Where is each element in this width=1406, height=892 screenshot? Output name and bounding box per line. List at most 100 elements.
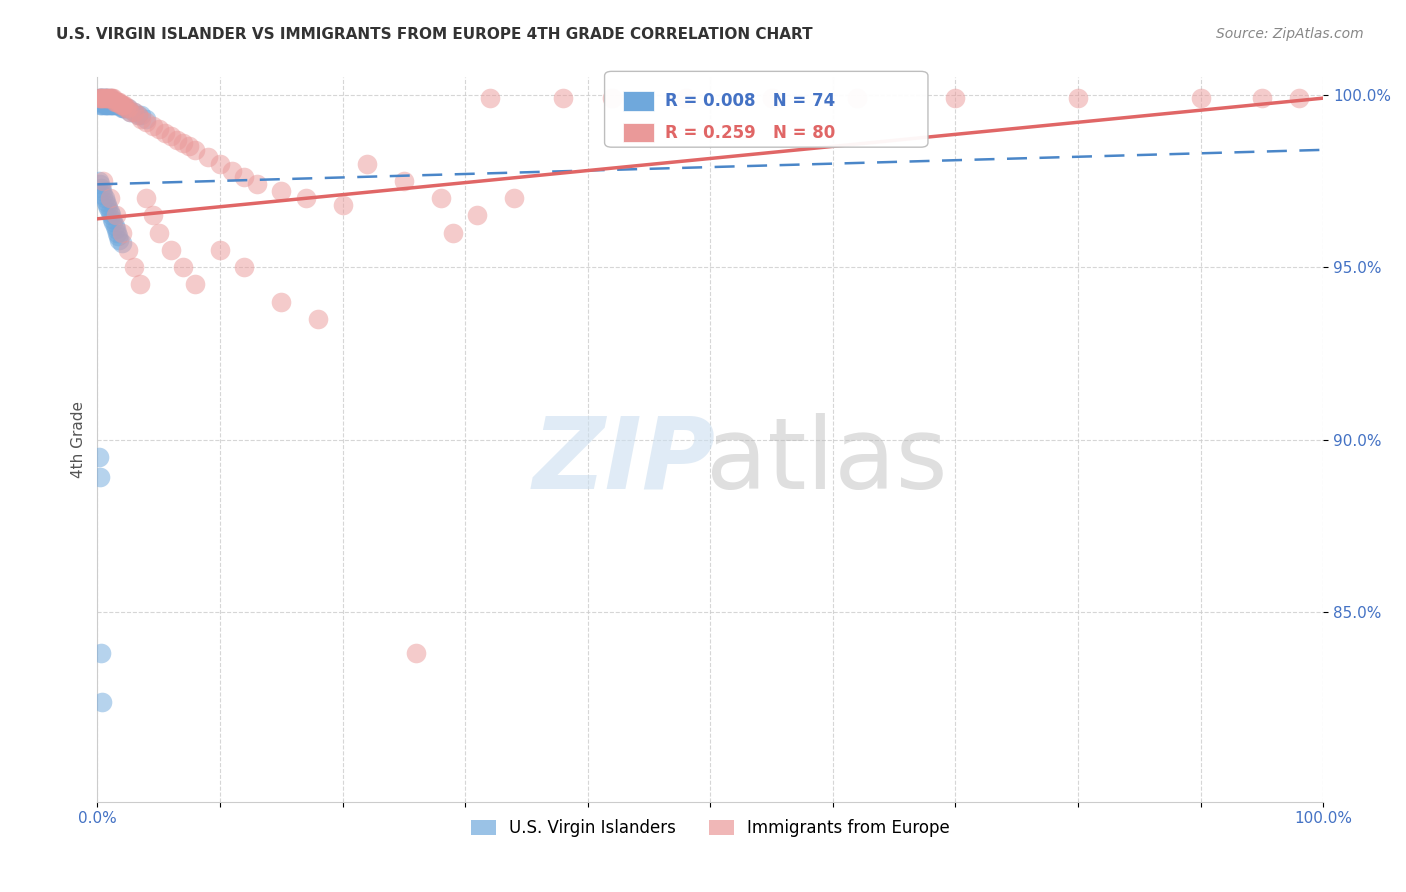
Point <box>160 129 183 144</box>
Point <box>101 95 124 109</box>
Point <box>107 95 129 109</box>
Point <box>131 112 153 126</box>
Point <box>87 91 110 105</box>
Point <box>429 191 451 205</box>
Point <box>600 91 623 105</box>
Point <box>98 98 121 112</box>
Point <box>127 108 149 122</box>
Point <box>112 102 135 116</box>
Point <box>1067 91 1090 105</box>
Point <box>122 260 145 274</box>
Point <box>392 174 415 188</box>
Point <box>108 95 131 109</box>
Point <box>100 95 122 109</box>
Point <box>141 208 163 222</box>
Point <box>221 163 243 178</box>
Point <box>94 194 117 209</box>
Point <box>307 311 329 326</box>
Point <box>111 235 134 250</box>
Point <box>148 122 170 136</box>
Point <box>148 226 170 240</box>
Point <box>117 243 139 257</box>
Text: R = 0.259   N = 80: R = 0.259 N = 80 <box>665 124 835 142</box>
Point <box>103 91 125 105</box>
Point <box>93 91 115 105</box>
Point <box>97 98 120 112</box>
Y-axis label: 4th Grade: 4th Grade <box>72 401 86 478</box>
Point <box>90 91 112 105</box>
Point <box>108 98 131 112</box>
Point <box>91 184 114 198</box>
Text: R = 0.008   N = 74: R = 0.008 N = 74 <box>665 92 835 111</box>
Point <box>111 102 134 116</box>
Point <box>93 174 115 188</box>
Point <box>103 98 125 112</box>
Point <box>122 104 145 119</box>
Point <box>112 98 135 112</box>
Point <box>478 91 501 105</box>
Point <box>103 95 125 109</box>
Text: U.S. VIRGIN ISLANDER VS IMMIGRANTS FROM EUROPE 4TH GRADE CORRELATION CHART: U.S. VIRGIN ISLANDER VS IMMIGRANTS FROM … <box>56 27 813 42</box>
Point <box>108 233 131 247</box>
Point <box>208 156 231 170</box>
Point <box>91 695 114 709</box>
Point <box>94 95 117 109</box>
Point <box>98 205 121 219</box>
Point <box>94 91 117 105</box>
Point <box>93 95 115 109</box>
Point <box>93 91 115 105</box>
Point <box>166 132 188 146</box>
Point <box>101 91 124 105</box>
Point <box>98 191 121 205</box>
Point <box>761 91 783 105</box>
Point <box>89 95 111 109</box>
Point <box>101 98 124 112</box>
Point <box>135 191 157 205</box>
Point <box>93 91 115 105</box>
Point <box>90 95 112 109</box>
Point <box>1251 91 1274 105</box>
Point <box>114 102 136 116</box>
Point <box>122 104 145 119</box>
Point <box>107 229 129 244</box>
Point <box>1288 91 1310 105</box>
Point <box>98 91 121 105</box>
Point <box>131 108 153 122</box>
Point <box>356 156 378 170</box>
Point <box>97 91 120 105</box>
Point <box>87 174 110 188</box>
Point <box>675 91 697 105</box>
Point <box>87 91 110 105</box>
Text: Source: ZipAtlas.com: Source: ZipAtlas.com <box>1216 27 1364 41</box>
Point <box>270 294 292 309</box>
Point <box>94 91 117 105</box>
Point <box>100 98 122 112</box>
Point <box>120 104 142 119</box>
Point <box>89 98 111 112</box>
Point <box>114 102 136 116</box>
Point <box>104 95 127 109</box>
Point <box>105 226 128 240</box>
Point <box>233 170 256 185</box>
Point <box>846 91 869 105</box>
Point <box>93 187 115 202</box>
Point <box>98 95 121 109</box>
Point <box>91 95 114 109</box>
Point <box>105 98 128 112</box>
Point <box>111 98 134 112</box>
Point <box>945 91 967 105</box>
Point <box>93 98 115 112</box>
Point <box>441 226 464 240</box>
Point <box>87 450 110 464</box>
Point <box>179 139 201 153</box>
Point <box>104 98 127 112</box>
Point <box>104 208 127 222</box>
Point <box>208 243 231 257</box>
Point <box>100 208 122 222</box>
Point <box>110 98 132 112</box>
Point <box>160 243 183 257</box>
Point <box>94 98 117 112</box>
Point <box>103 98 125 112</box>
Text: atlas: atlas <box>706 413 948 509</box>
Point <box>553 91 575 105</box>
